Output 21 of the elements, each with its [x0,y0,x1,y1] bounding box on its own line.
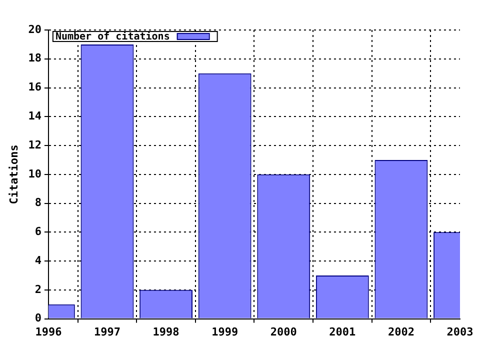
y-tick-label: 12 [28,138,42,152]
x-tick-label: 2000 [270,325,297,338]
y-tick-label: 16 [28,80,42,94]
x-tick-label: 1998 [152,325,180,338]
y-tick-label: 18 [28,52,42,65]
x-tick-label: 1996 [35,325,62,338]
x-tick-label: 2003 [446,325,474,338]
x-tick-label: 1999 [212,325,238,338]
y-tick-label: 8 [34,196,42,210]
y-tick-label: 2 [34,282,42,296]
y-tick-label: 20 [28,22,42,36]
y-axis-title: Citations [7,144,20,204]
legend-label: Number of citations [55,30,170,43]
y-tick-label: 0 [34,312,42,325]
y-tick-label: 6 [34,225,42,238]
x-tick-label: 1997 [94,325,120,338]
x-tick-label: 2002 [388,325,414,338]
y-tick-label: 14 [28,110,42,122]
x-tick-label: 2001 [329,325,356,338]
y-tick-label: 10 [28,167,42,180]
y-tick-label: 4 [34,254,42,267]
